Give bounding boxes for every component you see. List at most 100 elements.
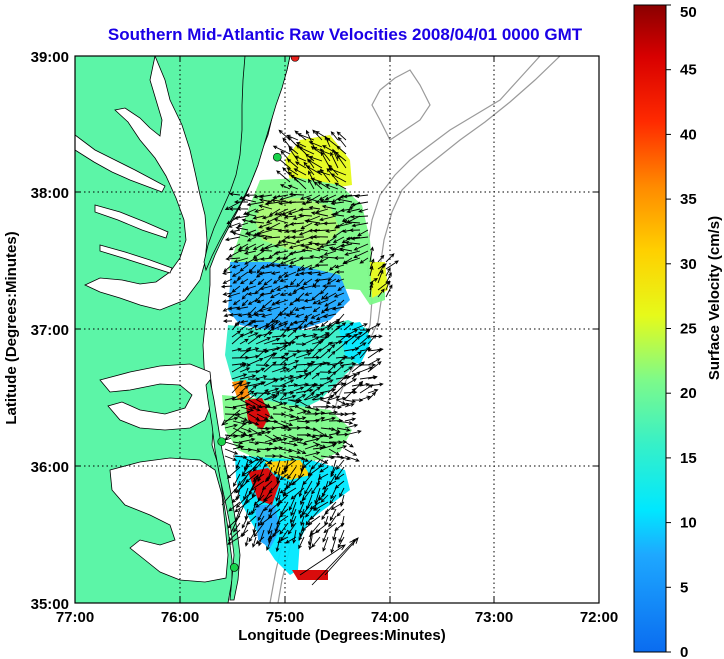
velocity-arrow [246, 232, 265, 238]
velocity-arrow [232, 445, 245, 450]
velocity-arrow [277, 320, 289, 326]
velocity-arrow [264, 413, 274, 419]
velocity-arrow [338, 529, 345, 544]
velocity-arrow [231, 264, 241, 269]
velocity-arrow [298, 529, 305, 541]
velocity-arrow [319, 199, 337, 203]
velocity-arrow [280, 441, 298, 447]
velocity-arrow [319, 148, 331, 162]
velocity-arrow [285, 480, 297, 489]
velocity-arrow [272, 401, 288, 408]
velocity-arrow [279, 292, 289, 297]
velocity-arrow [231, 271, 241, 277]
velocity-arrow [229, 473, 259, 536]
velocity-arrow [335, 334, 353, 339]
velocity-arrow [322, 313, 337, 319]
velocity-arrow [314, 200, 329, 204]
velocity-arrow [232, 413, 248, 421]
velocity-arrow [248, 529, 257, 543]
velocity-arrow [311, 536, 321, 548]
velocity-arrow [303, 320, 313, 329]
velocity-arrow [244, 536, 249, 547]
velocity-arrow [233, 257, 249, 263]
lat-tick-label: 37:00 [31, 322, 69, 339]
velocity-arrow [327, 350, 336, 359]
velocity-arrow [233, 200, 249, 204]
velocity-arrow [328, 448, 340, 456]
velocity-arrow [248, 430, 266, 436]
velocity-arrow [309, 501, 321, 510]
velocity-arrow [318, 487, 329, 501]
velocity-arrow [330, 201, 345, 206]
velocity-arrow [327, 391, 338, 401]
plot-area [75, 56, 599, 603]
tick-marks [75, 56, 599, 603]
velocity-arrow [239, 278, 249, 285]
velocity-arrow [344, 417, 357, 422]
velocity-arrow [318, 194, 329, 201]
velocity-arrow [240, 437, 256, 443]
velocity-arrow [279, 473, 289, 481]
delmarva-peninsula [203, 56, 291, 272]
velocity-arrow [239, 346, 252, 359]
velocity-arrow [300, 243, 313, 248]
velocity-arrow [295, 373, 309, 380]
velocity-arrow [256, 418, 271, 423]
velocity-arrow [270, 320, 281, 328]
velocity-arrow [344, 411, 357, 416]
velocity-arrow [330, 501, 345, 510]
velocity-arrow [260, 257, 273, 261]
velocity-arrow [247, 357, 264, 366]
colorbar-tick-label: 0 [680, 644, 688, 659]
velocity-arrow [288, 404, 300, 409]
map-title: Southern Mid-Atlantic Raw Velocities 200… [108, 25, 583, 44]
velocity-arrow [308, 141, 323, 148]
velocity-arrow [265, 226, 281, 231]
velocity-arrow [221, 409, 241, 426]
velocity-arrow [377, 254, 385, 263]
velocity-arrow [256, 430, 272, 436]
velocity-arrow [311, 386, 321, 394]
velocity-arrow [278, 129, 291, 141]
velocity-arrow [312, 446, 324, 451]
velocity-arrow [319, 341, 333, 352]
velocity-arrow [308, 529, 321, 537]
velocity-arrow [288, 494, 297, 511]
velocity-arrow [289, 222, 305, 226]
velocity-arrow [298, 213, 313, 218]
velocity-arrow [318, 257, 329, 263]
velocity-arrow [351, 351, 362, 359]
velocity-arrow [287, 522, 297, 535]
velocity-arrow [275, 487, 281, 502]
velocity-arrow [252, 215, 265, 220]
velocity-arrow [320, 443, 337, 450]
velocity-arrow [304, 451, 321, 457]
velocity-arrow [252, 250, 265, 259]
velocity-arrow [312, 396, 325, 401]
velocity-arrow [247, 291, 257, 296]
velocity-arrow [287, 383, 299, 388]
velocity-arrow [224, 455, 238, 462]
velocity-arrow [298, 536, 305, 550]
velocity-arrow [288, 243, 305, 250]
velocity-arrow [267, 508, 281, 519]
velocity-arrow [328, 264, 337, 271]
velocity-arrow [231, 363, 247, 373]
velocity-arrow [330, 212, 345, 217]
velocity-arrow [308, 155, 323, 162]
velocity-arrow [277, 312, 289, 317]
velocity-arrow [255, 388, 269, 401]
velocity-arrow [259, 285, 273, 291]
velocity-arrow [304, 434, 317, 439]
velocity-arrow [295, 317, 308, 331]
velocity-arrow [255, 337, 272, 345]
velocity-arrow [367, 391, 377, 401]
velocity-arrow [327, 271, 337, 282]
velocity-arrow [237, 248, 249, 253]
field-hot-3 [292, 570, 328, 580]
velocity-arrow [251, 487, 257, 498]
velocity-arrow [276, 263, 289, 268]
velocity-arrow [237, 222, 249, 228]
velocity-arrow [308, 536, 313, 551]
velocity-arrow [336, 131, 347, 141]
